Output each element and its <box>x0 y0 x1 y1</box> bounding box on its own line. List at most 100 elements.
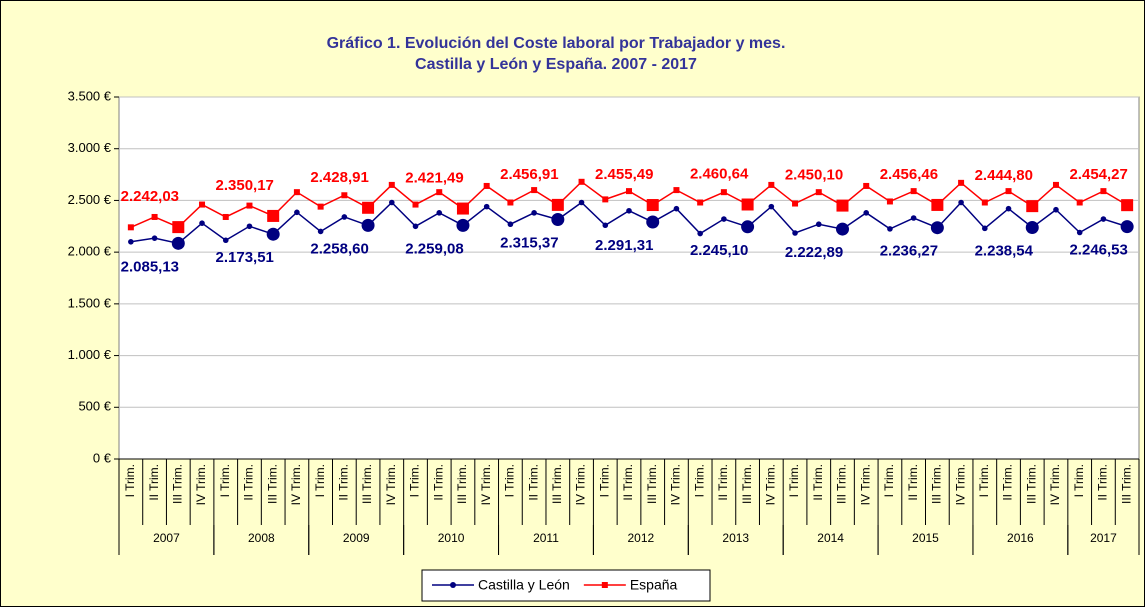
point <box>697 230 703 237</box>
point <box>602 196 609 203</box>
point <box>1076 229 1083 236</box>
x-tick-label: IV Trim. <box>953 464 967 505</box>
x-tick-label: III Trim. <box>455 464 469 504</box>
point <box>317 228 324 235</box>
y-tick-label: 0 € <box>93 450 112 465</box>
x-tick-label: II Trim. <box>1001 464 1015 501</box>
point <box>436 189 443 196</box>
point <box>128 239 134 245</box>
legend-label: Castilla y León <box>478 577 570 593</box>
point <box>551 198 564 211</box>
point <box>151 235 158 241</box>
point <box>171 236 185 250</box>
data-label: 2.456,46 <box>880 166 938 183</box>
year-label: 2013 <box>722 531 749 545</box>
point <box>578 199 585 206</box>
point <box>835 222 849 236</box>
x-tick-label: IV Trim. <box>574 464 588 505</box>
point <box>266 227 280 241</box>
x-tick-label: I Trim. <box>218 464 232 497</box>
x-tick-label: II Trim. <box>621 464 635 501</box>
x-tick-label: IV Trim. <box>289 464 303 505</box>
x-tick-label: III Trim. <box>550 464 564 504</box>
point <box>362 201 375 214</box>
data-label: 2.450,10 <box>785 167 843 184</box>
x-tick-label: I Trim. <box>123 464 137 497</box>
chart-title: Castilla y León y España. 2007 - 2017 <box>415 56 697 73</box>
point <box>815 221 822 228</box>
point <box>768 203 775 210</box>
legend: Castilla y León España <box>421 569 711 602</box>
data-label: 2.421,49 <box>405 170 463 187</box>
x-tick-label: II Trim. <box>147 464 161 501</box>
data-label: 2.454,27 <box>1069 166 1127 183</box>
point <box>602 222 609 229</box>
plot-area <box>118 96 1140 460</box>
data-label: 2.350,17 <box>216 177 274 194</box>
point <box>1005 205 1012 212</box>
point <box>456 218 470 232</box>
x-tick-label: I Trim. <box>882 464 896 497</box>
point <box>412 201 419 208</box>
data-label: 2.236,27 <box>880 243 938 260</box>
year-label: 2014 <box>817 531 844 545</box>
point <box>792 200 799 207</box>
point <box>578 178 585 185</box>
x-tick-label: I Trim. <box>1072 464 1086 497</box>
y-tick-label: 1.000 € <box>68 347 112 362</box>
point <box>792 230 798 236</box>
data-label: 2.456,91 <box>500 166 558 183</box>
x-tick-label: II Trim. <box>431 464 445 501</box>
point <box>1100 188 1107 195</box>
x-tick-label: III Trim. <box>835 464 849 504</box>
point <box>1025 220 1039 234</box>
year-label: 2017 <box>1090 531 1117 545</box>
x-tick-label: III Trim. <box>265 464 279 504</box>
x-tick-label: II Trim. <box>811 464 825 501</box>
data-label: 2.455,49 <box>595 166 653 183</box>
point <box>720 189 727 196</box>
x-tick-label: II Trim. <box>1096 464 1110 501</box>
year-label: 2012 <box>628 531 655 545</box>
point <box>626 188 632 195</box>
point <box>222 237 229 244</box>
data-label: 2.428,91 <box>310 169 368 186</box>
x-tick-label: III Trim. <box>360 464 374 504</box>
year-label: 2015 <box>912 531 939 545</box>
data-label: 2.085,13 <box>121 258 179 275</box>
data-label: 2.460,64 <box>690 165 749 182</box>
point <box>930 221 944 235</box>
data-label: 2.246,53 <box>1069 242 1127 259</box>
legend-marker <box>450 582 456 588</box>
x-tick-label: I Trim. <box>787 464 801 497</box>
point <box>507 221 514 228</box>
point <box>127 224 134 231</box>
point <box>768 181 775 188</box>
point <box>151 213 158 220</box>
point <box>1026 200 1039 213</box>
point <box>317 203 324 210</box>
point <box>981 199 988 206</box>
x-tick-label: I Trim. <box>503 464 517 497</box>
year-label: 2008 <box>248 531 275 545</box>
x-tick-label: IV Trim. <box>479 464 493 505</box>
point <box>456 202 469 215</box>
x-tick-label: III Trim. <box>930 464 944 504</box>
y-tick-label: 2.000 € <box>68 244 112 259</box>
point <box>626 207 632 214</box>
year-label: 2007 <box>153 531 180 545</box>
x-tick-label: IV Trim. <box>384 464 398 505</box>
point <box>388 181 395 188</box>
x-tick-label: I Trim. <box>408 464 422 497</box>
point <box>267 209 280 222</box>
point <box>863 210 870 216</box>
point <box>361 218 375 232</box>
x-tick-label: II Trim. <box>526 464 540 501</box>
x-tick-label: II Trim. <box>716 464 730 501</box>
point <box>199 201 206 208</box>
y-tick-label: 3.000 € <box>68 140 112 155</box>
point <box>887 226 893 232</box>
point <box>436 210 443 216</box>
point <box>483 182 490 189</box>
year-label: 2009 <box>343 531 370 545</box>
